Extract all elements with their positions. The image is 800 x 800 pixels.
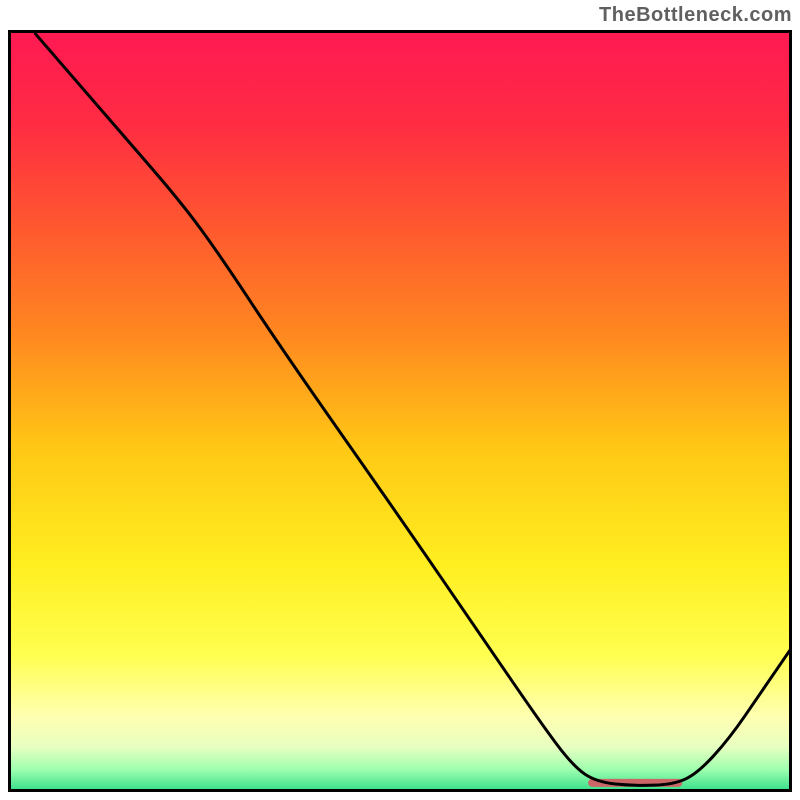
watermark-text: TheBottleneck.com <box>599 4 792 27</box>
chart-svg <box>8 30 792 792</box>
bottleneck-chart <box>8 30 792 792</box>
chart-background <box>8 30 792 792</box>
